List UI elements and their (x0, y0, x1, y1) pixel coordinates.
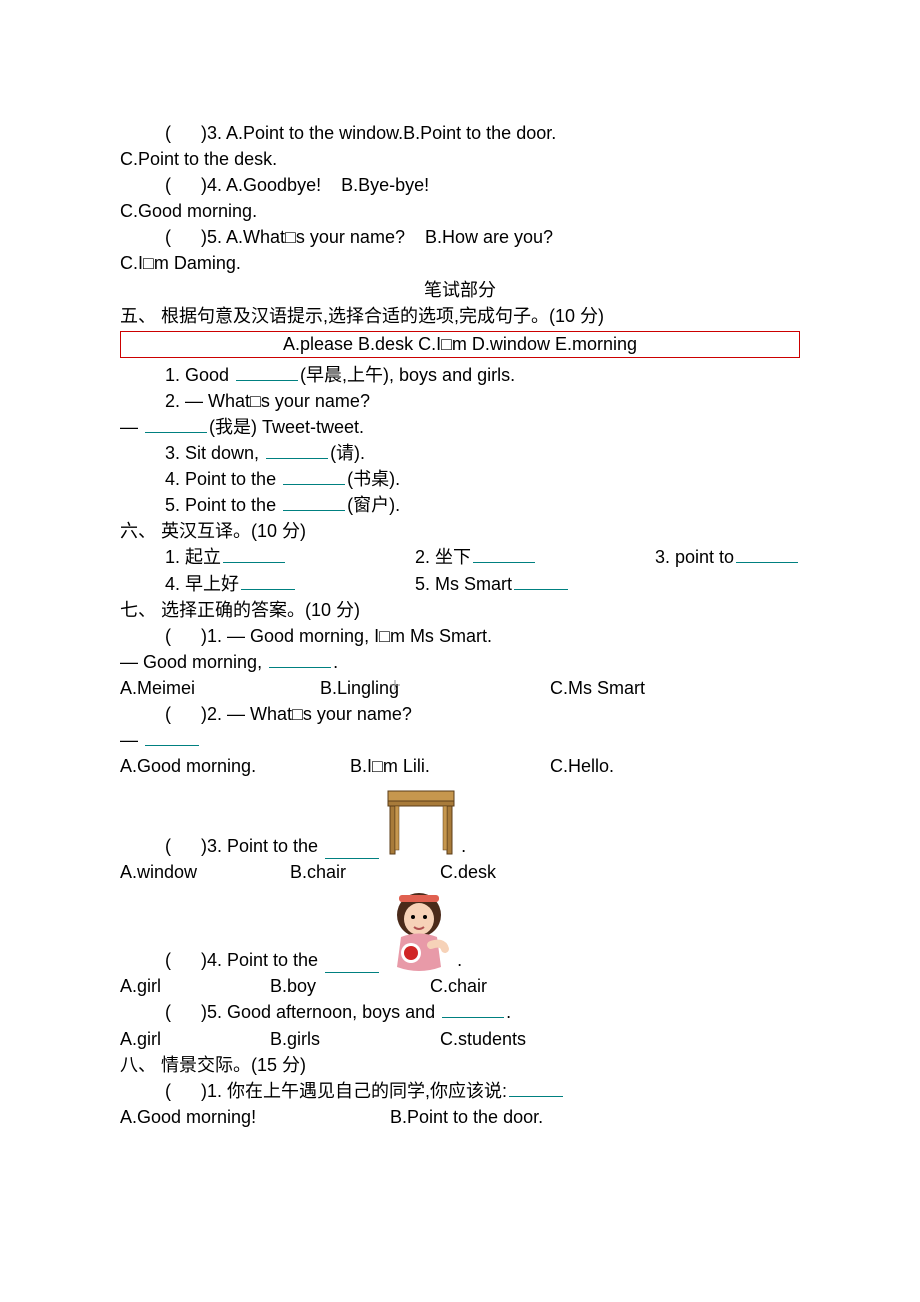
s7-q3A: A.window (120, 859, 290, 885)
q3-optA: A.Point to the window. (226, 123, 403, 143)
s7-q4A: A.girl (120, 973, 270, 999)
written-header: 笔试部分 (120, 277, 800, 303)
blank[interactable] (236, 362, 298, 381)
s5-q1b: (早晨,上午), boys and girls. (300, 365, 515, 385)
blank[interactable] (442, 999, 504, 1018)
blank[interactable] (223, 544, 285, 563)
s5-q3b: (请). (330, 443, 365, 463)
section7-title: 七、 选择正确的答案。(10 分) (120, 597, 800, 623)
q4-optA: A.Goodbye! (226, 175, 341, 195)
s6-q4: 4. 早上好 (165, 571, 415, 597)
blank[interactable] (473, 544, 535, 563)
blank[interactable] (736, 544, 798, 563)
listening-q5-optC: C.I□m Daming. (120, 250, 800, 276)
s6-q2: 2. 坐下 (415, 544, 655, 570)
blank[interactable] (241, 571, 295, 590)
s5-q3: 3. Sit down, (请). (120, 440, 800, 466)
s8-q1-choices: A.Good morning! B.Point to the door. (120, 1104, 800, 1130)
listening-q4-line1: ( )4. A.Goodbye! B.Bye-bye! (120, 172, 800, 198)
s7-q1C: C.Ms Smart (550, 675, 645, 701)
s7-q1-choices: A.Meimei B.Lingling C.Ms Smart (120, 675, 800, 701)
s7-q3C: C.desk (440, 859, 496, 885)
s5-q4: 4. Point to the (书桌). (120, 466, 800, 492)
s7-q1A: A.Meimei (120, 675, 320, 701)
s7-q5-choices: A.girl B.girls C.students (120, 1026, 800, 1052)
listening-q5-line1: ( )5. A.What□s your name? B.How are you? (120, 224, 800, 250)
listening-q4-optC: C.Good morning. (120, 198, 800, 224)
section5-title: 五、 根据句意及汉语提示,选择合适的选项,完成句子。(10 分) (120, 303, 800, 329)
s7-q1b: — Good morning, . (120, 649, 800, 675)
worksheet-page: ( )3. A.Point to the window.B.Point to t… (0, 0, 920, 1250)
s5-q2: 2. — What□s your name? (120, 388, 800, 414)
s5-q3a: 3. Sit down, (165, 443, 264, 463)
section8-title: 八、 情景交际。(15 分) (120, 1052, 800, 1078)
blank[interactable] (145, 727, 199, 746)
s7-q4dot: . (457, 947, 462, 973)
q3-optB: B.Point to the door. (403, 123, 556, 143)
q4-optB: B.Bye-bye! (341, 175, 429, 195)
s5-q1a: 1. Good (165, 365, 234, 385)
s7-q1a: ( )1. — Good morning, I□m Ms Smart. (120, 623, 800, 649)
s7-q3dot: . (461, 833, 466, 859)
section5-option-box: A.please B.desk C.I□m D.window E.morning (120, 331, 800, 358)
desk-icon (381, 779, 461, 859)
blank[interactable] (266, 440, 328, 459)
girl-icon (381, 885, 457, 973)
blank[interactable] (145, 414, 207, 433)
listening-q3-optC: C.Point to the desk. (120, 146, 800, 172)
s6-q5: 5. Ms Smart (415, 571, 655, 597)
s7-q2B: B.I□m Lili. (350, 753, 550, 779)
s7-q3B: B.chair (290, 859, 440, 885)
blank[interactable] (269, 649, 331, 668)
s7-q4-line: ( )4. Point to the . (120, 885, 800, 973)
s7-q5: ( )5. Good afternoon, boys and . (120, 999, 800, 1025)
s7-q4B: B.boy (270, 973, 430, 999)
s5-q5b: (窗户). (347, 495, 400, 515)
s8-q1B: B.Point to the door. (390, 1104, 620, 1130)
listening-q3-line1: ( )3. A.Point to the window.B.Point to t… (120, 120, 800, 146)
s7-q2A: A.Good morning. (120, 753, 350, 779)
s5-q2e: (我是) Tweet-tweet. (209, 417, 364, 437)
page-marker-icon (390, 680, 400, 690)
s7-q2a: ( )2. — What□s your name? (120, 701, 800, 727)
s5-q2-response: — (我是) Tweet-tweet. (120, 414, 800, 440)
s7-q1B: B.Lingling (320, 675, 550, 701)
s7-q4C: C.chair (430, 973, 487, 999)
s5-q2d: — (120, 417, 143, 437)
s7-q4a: ( )4. Point to the (165, 947, 323, 973)
section6-title: 六、 英汉互译。(10 分) (120, 518, 800, 544)
s7-q3-line: ( )3. Point to the . (120, 779, 800, 859)
s6-q3: 3. point to (655, 544, 800, 570)
s5-q4a: 4. Point to the (165, 469, 281, 489)
q4-prefix: ( )4. (165, 175, 226, 195)
s8-q1: ( )1. 你在上午遇见自己的同学,你应该说: (120, 1078, 800, 1104)
q5-optA: A.What□s your name? (226, 227, 425, 247)
s5-q4b: (书桌). (347, 469, 400, 489)
s7-q4-choices: A.girl B.boy C.chair (120, 973, 800, 999)
s5-q5: 5. Point to the (窗户). (120, 492, 800, 518)
q5-optB: B.How are you? (425, 227, 553, 247)
blank[interactable] (325, 840, 379, 859)
q3-prefix: ( )3. (165, 123, 226, 143)
s7-q2b: — (120, 727, 800, 753)
s7-q3-choices: A.window B.chair C.desk (120, 859, 800, 885)
s5-q5a: 5. Point to the (165, 495, 281, 515)
s7-q2-choices: A.Good morning. B.I□m Lili. C.Hello. (120, 753, 800, 779)
blank[interactable] (283, 492, 345, 511)
s7-q2C: C.Hello. (550, 753, 614, 779)
s6-row1: 1. 起立 2. 坐下 3. point to (120, 544, 800, 570)
s7-q5A: A.girl (120, 1026, 270, 1052)
s7-q5B: B.girls (270, 1026, 440, 1052)
s6-q1: 1. 起立 (165, 544, 415, 570)
s7-q3a: ( )3. Point to the (165, 833, 323, 859)
blank[interactable] (325, 954, 379, 973)
blank[interactable] (514, 571, 568, 590)
s7-q5C: C.students (440, 1026, 526, 1052)
q5-prefix: ( )5. (165, 227, 226, 247)
s8-q1A: A.Good morning! (120, 1104, 390, 1130)
blank[interactable] (509, 1078, 563, 1097)
s5-q1: 1. Good (早晨,上午), boys and girls. (120, 362, 800, 388)
s6-row2: 4. 早上好 5. Ms Smart (120, 571, 800, 597)
blank[interactable] (283, 466, 345, 485)
